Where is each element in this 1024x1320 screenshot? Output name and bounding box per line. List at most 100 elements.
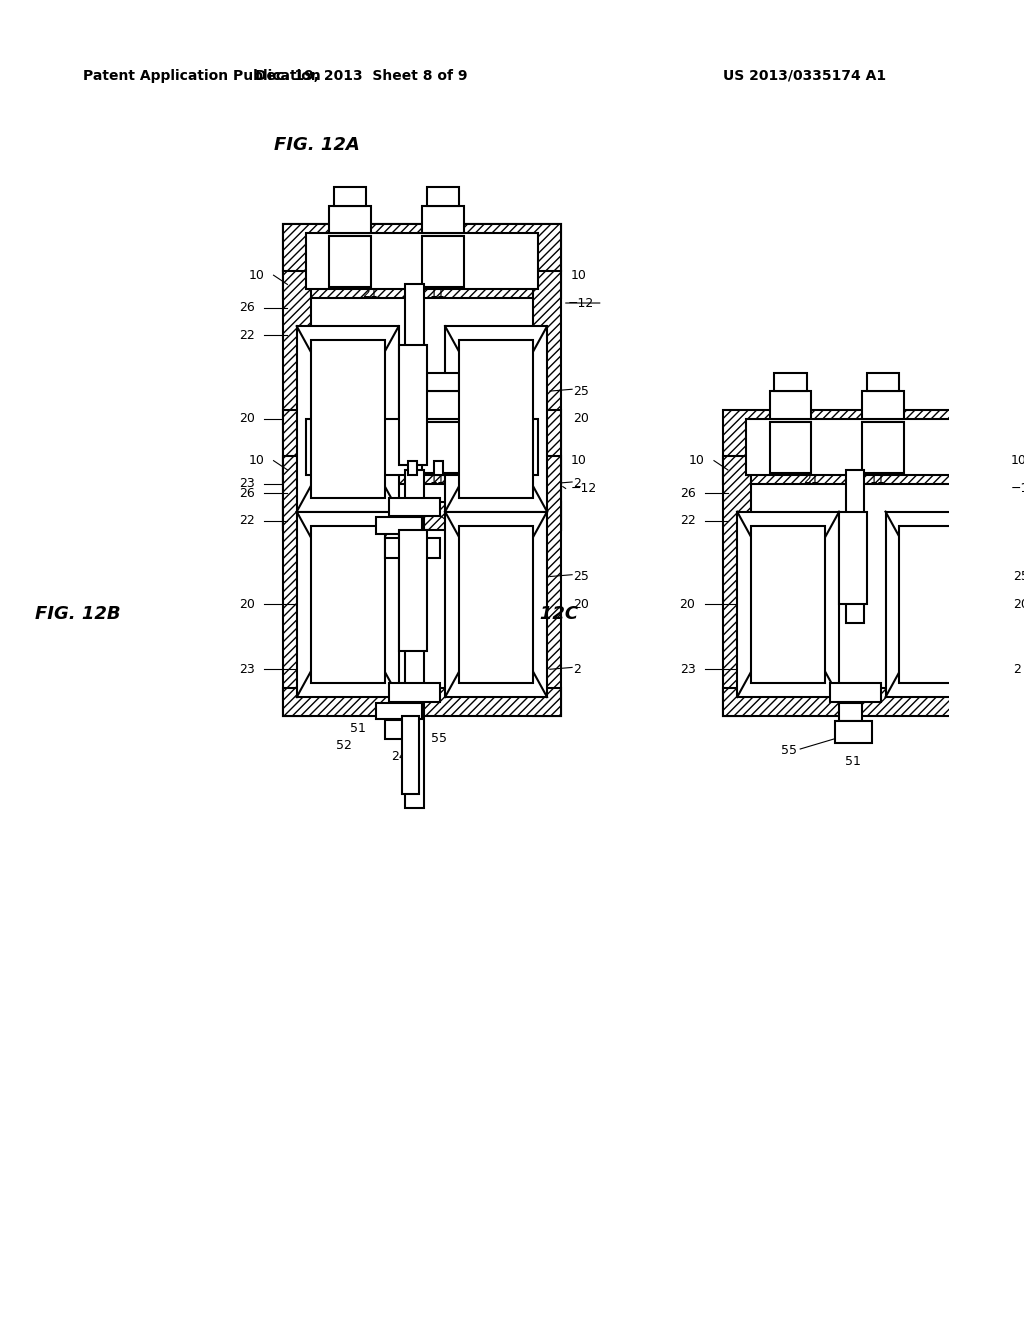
- Text: 10: 10: [570, 454, 586, 467]
- Bar: [408, 461, 417, 475]
- Bar: [445, 326, 547, 512]
- Bar: [737, 512, 839, 697]
- Bar: [422, 206, 464, 234]
- Text: 2: 2: [573, 478, 581, 490]
- Text: 25: 25: [1014, 570, 1024, 583]
- Text: 24: 24: [845, 702, 861, 714]
- Bar: [770, 391, 811, 418]
- Bar: [829, 684, 881, 702]
- Bar: [306, 418, 538, 475]
- Text: 25: 25: [573, 570, 589, 583]
- Bar: [402, 715, 419, 795]
- Text: FIG. 12B: FIG. 12B: [35, 605, 121, 623]
- Bar: [886, 512, 987, 697]
- Text: 20: 20: [680, 598, 695, 611]
- Bar: [385, 721, 417, 739]
- Text: 10: 10: [249, 269, 264, 281]
- Bar: [846, 470, 864, 623]
- Bar: [389, 684, 440, 702]
- Bar: [406, 285, 424, 437]
- Bar: [723, 409, 1001, 484]
- Text: 2: 2: [1014, 663, 1021, 676]
- Bar: [723, 688, 1001, 715]
- Text: −12: −12: [567, 297, 594, 309]
- Bar: [310, 341, 385, 498]
- Text: 26: 26: [240, 487, 255, 499]
- Bar: [329, 206, 371, 234]
- Bar: [329, 236, 371, 288]
- Bar: [422, 236, 464, 288]
- Text: 24: 24: [450, 516, 466, 529]
- Bar: [306, 418, 538, 475]
- Bar: [839, 702, 862, 721]
- Bar: [283, 455, 310, 715]
- Text: 55: 55: [781, 744, 798, 758]
- Bar: [862, 421, 904, 473]
- Text: 21: 21: [803, 473, 819, 486]
- Bar: [306, 234, 538, 261]
- Text: Dec. 19, 2013  Sheet 8 of 9: Dec. 19, 2013 Sheet 8 of 9: [255, 69, 468, 83]
- Bar: [334, 372, 367, 391]
- Text: Patent Application Publication: Patent Application Publication: [83, 69, 322, 83]
- Bar: [283, 503, 561, 531]
- Bar: [329, 421, 371, 473]
- Bar: [283, 409, 561, 484]
- Text: 11: 11: [869, 473, 886, 486]
- Text: 26: 26: [240, 301, 255, 314]
- Bar: [751, 525, 825, 684]
- Text: 21: 21: [362, 288, 378, 300]
- Bar: [283, 224, 561, 271]
- Bar: [297, 512, 398, 697]
- Bar: [867, 372, 899, 391]
- Text: 22: 22: [240, 515, 255, 528]
- Bar: [746, 418, 978, 475]
- Text: 10: 10: [1011, 454, 1024, 467]
- Bar: [427, 372, 459, 391]
- Text: 20: 20: [1014, 598, 1024, 611]
- Bar: [283, 224, 561, 298]
- Bar: [334, 187, 367, 206]
- Text: 22: 22: [240, 329, 255, 342]
- Bar: [422, 421, 464, 473]
- Text: 10: 10: [249, 454, 264, 467]
- Bar: [459, 341, 534, 498]
- Text: −12: −12: [1011, 482, 1024, 495]
- Text: FIG. 12C: FIG. 12C: [494, 605, 579, 623]
- Text: 11: 11: [429, 288, 445, 300]
- Bar: [774, 372, 807, 391]
- Bar: [974, 455, 1001, 715]
- Text: FIG. 12A: FIG. 12A: [273, 136, 359, 154]
- Bar: [385, 537, 440, 558]
- Bar: [310, 525, 385, 684]
- Bar: [398, 345, 427, 465]
- Text: 20: 20: [240, 598, 255, 611]
- Text: 23: 23: [240, 478, 255, 490]
- Bar: [862, 391, 904, 418]
- Text: 20: 20: [573, 598, 589, 611]
- Text: 23: 23: [240, 663, 255, 676]
- Text: 51: 51: [350, 722, 367, 735]
- Text: 11: 11: [429, 473, 445, 486]
- Text: 55: 55: [431, 733, 447, 746]
- Bar: [746, 418, 978, 475]
- Bar: [899, 525, 974, 684]
- Bar: [427, 187, 459, 206]
- Text: −12: −12: [570, 482, 597, 495]
- Text: 52: 52: [337, 739, 352, 752]
- Bar: [459, 525, 534, 684]
- Text: 51: 51: [845, 755, 861, 768]
- Bar: [839, 512, 867, 605]
- Text: 26: 26: [680, 487, 695, 499]
- Bar: [534, 455, 561, 715]
- Text: 10: 10: [570, 269, 586, 281]
- Text: 25: 25: [573, 384, 589, 397]
- Bar: [283, 688, 561, 715]
- Bar: [534, 271, 561, 531]
- Bar: [445, 512, 547, 697]
- Text: 20: 20: [240, 412, 255, 425]
- Bar: [422, 391, 464, 418]
- Bar: [329, 391, 371, 418]
- Text: US 2013/0335174 A1: US 2013/0335174 A1: [723, 69, 887, 83]
- Bar: [376, 517, 422, 533]
- Text: 51: 51: [341, 524, 357, 537]
